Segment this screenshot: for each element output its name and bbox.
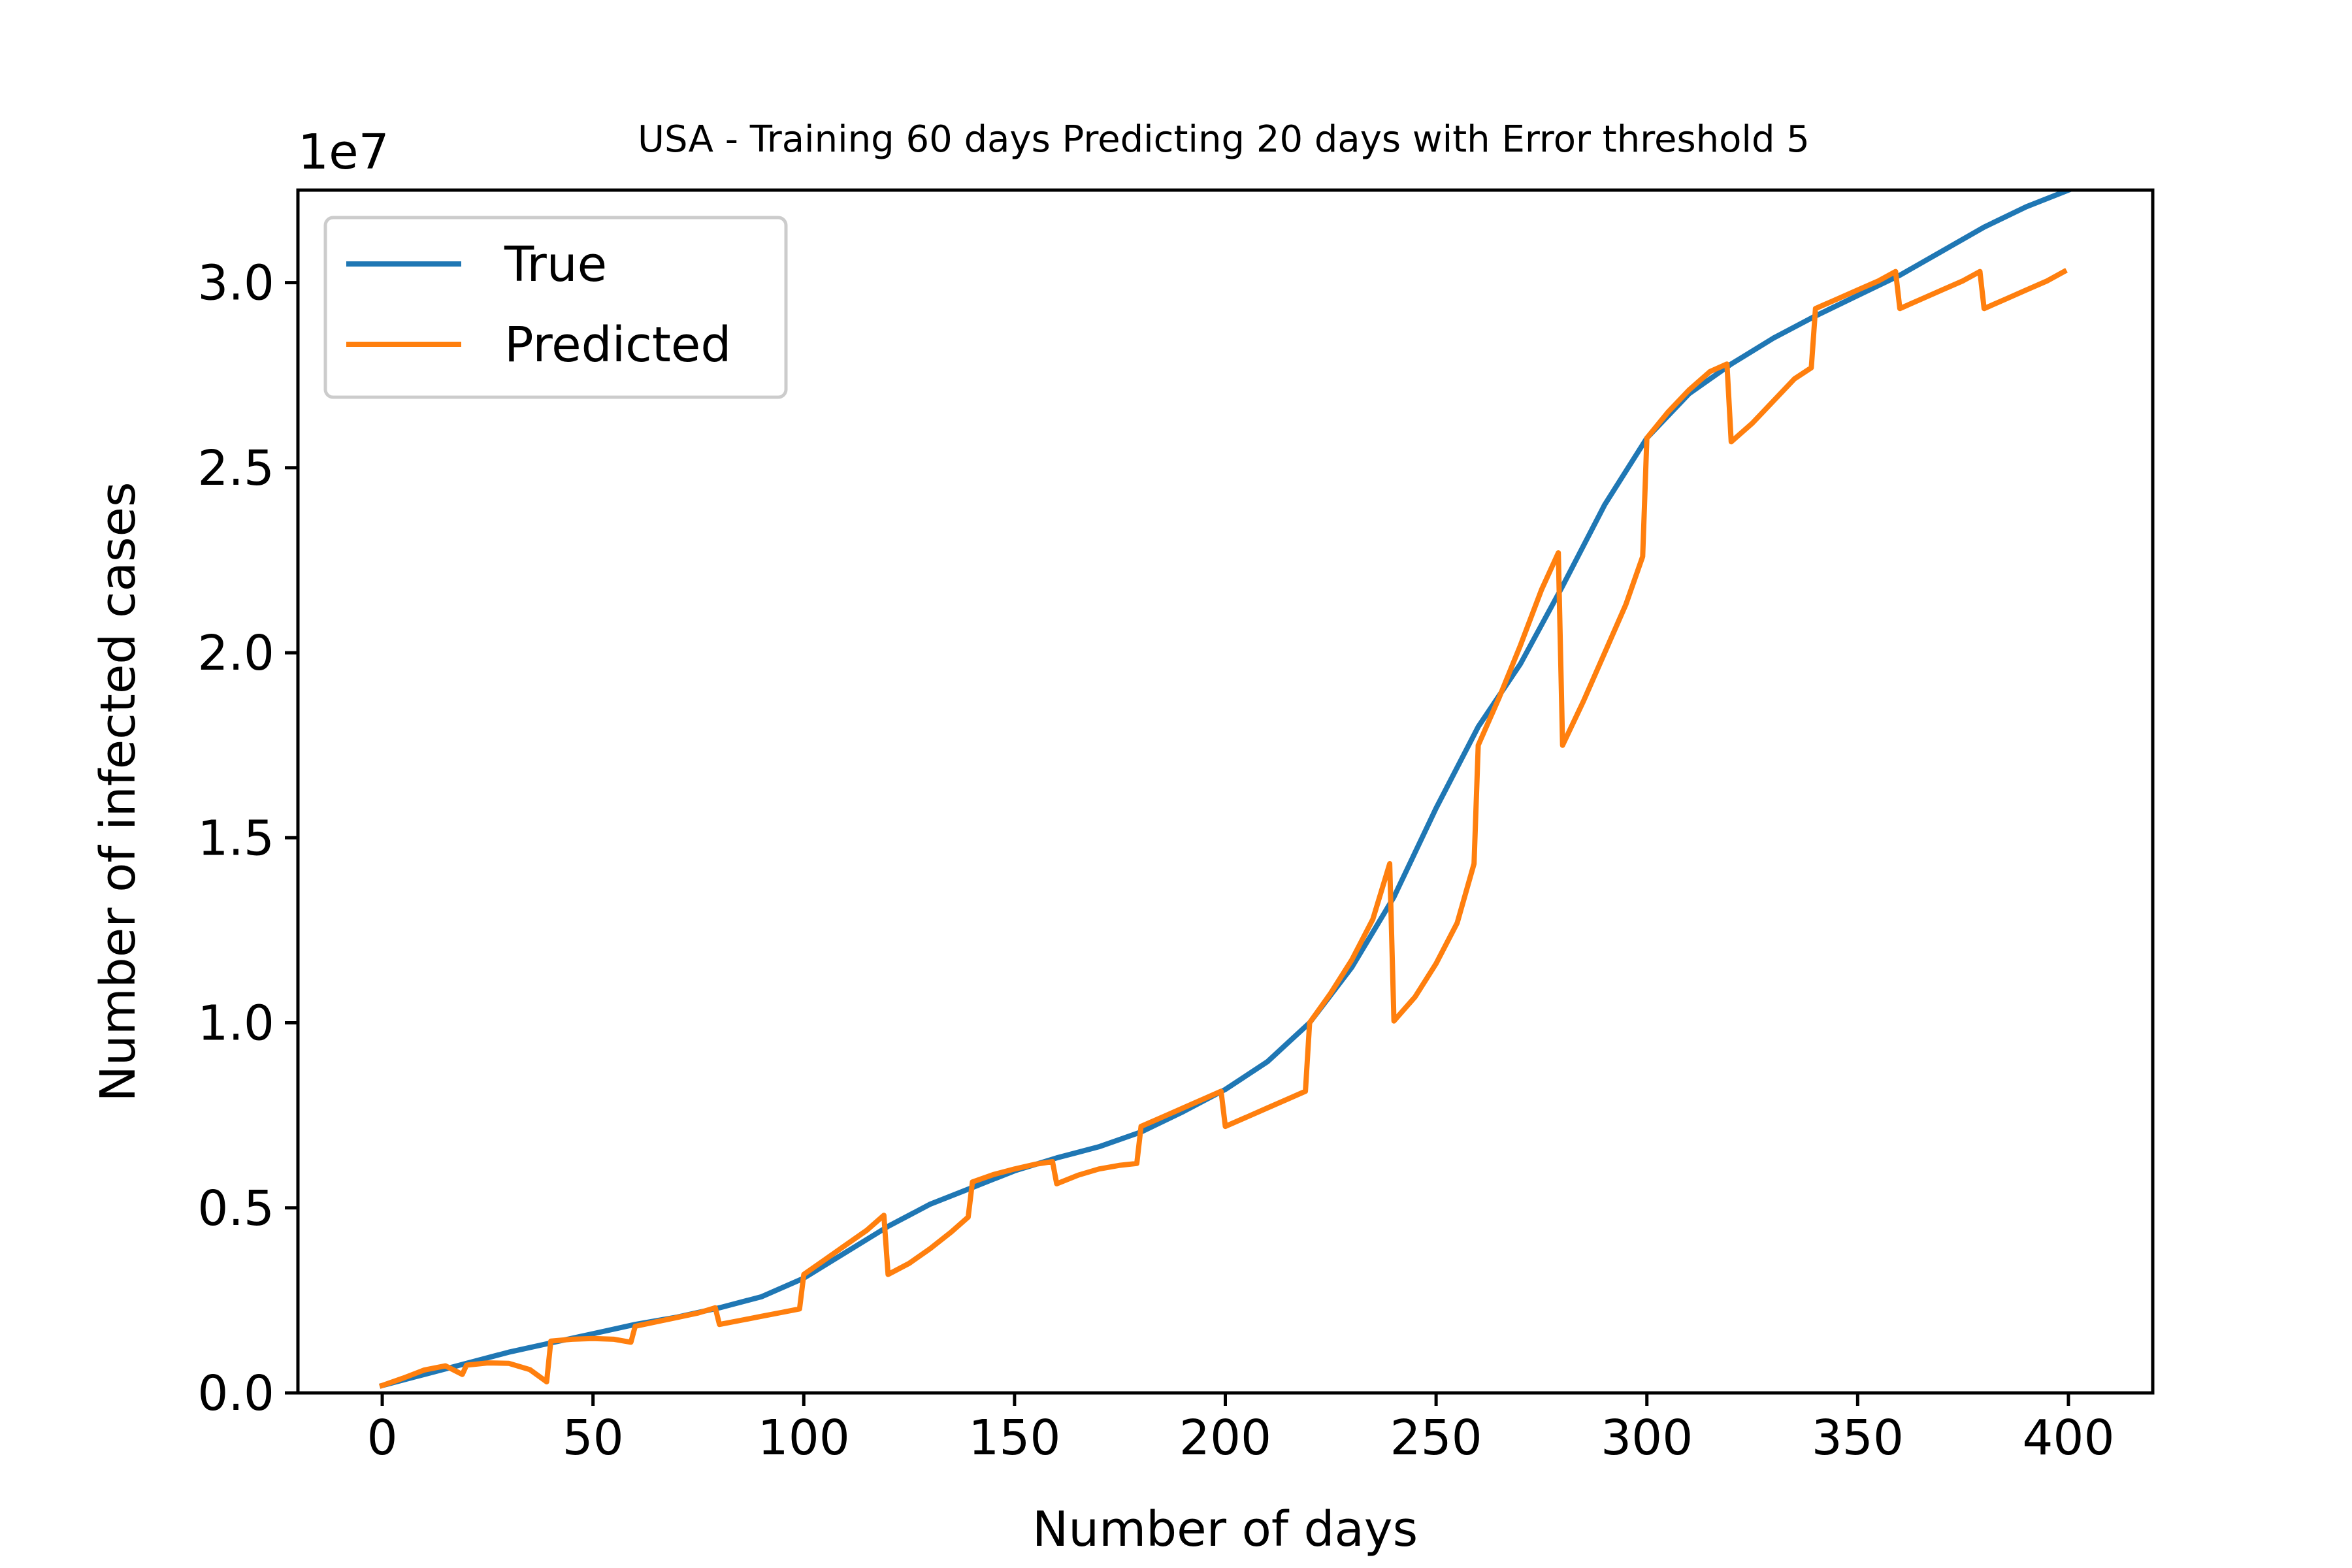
legend-predicted-label: Predicted	[504, 317, 731, 373]
x-tick-label: 50	[563, 1410, 624, 1466]
y-tick-label: 1.5	[197, 810, 274, 866]
x-axis: 0 50 100 150 200 250 300 350 400	[367, 1393, 2115, 1466]
y-tick-label: 2.5	[197, 440, 274, 497]
x-tick-label: 150	[968, 1410, 1060, 1466]
y-tick-label: 3.0	[197, 255, 274, 312]
x-axis-label: Number of days	[1032, 1501, 1418, 1558]
x-tick-label: 0	[367, 1410, 397, 1466]
y-tick-label: 0.0	[197, 1365, 274, 1422]
y-tick-label: 0.5	[197, 1181, 274, 1237]
plot-lines	[378, 190, 2072, 1389]
x-tick-label: 100	[758, 1410, 850, 1466]
y-tick-label: 2.0	[197, 625, 274, 681]
x-tick-label: 350	[1812, 1410, 1904, 1466]
series-line-predicted	[378, 268, 2068, 1389]
y-axis: 0.0 0.5 1.0 1.5 2.0 2.5 3.0	[197, 255, 298, 1422]
x-tick-label: 250	[1390, 1410, 1482, 1466]
x-tick-label: 200	[1179, 1410, 1271, 1466]
legend-true-label: True	[504, 237, 607, 293]
x-tick-label: 400	[2022, 1410, 2114, 1466]
chart-title: USA - Training 60 days Predicting 20 day…	[638, 118, 1810, 161]
legend: True Predicted	[323, 216, 788, 399]
y-multiplier-label: 1e7	[298, 124, 389, 180]
x-tick-label: 300	[1601, 1410, 1693, 1466]
y-tick-label: 1.0	[197, 996, 274, 1052]
y-axis-label: Number of infected cases	[90, 482, 146, 1102]
